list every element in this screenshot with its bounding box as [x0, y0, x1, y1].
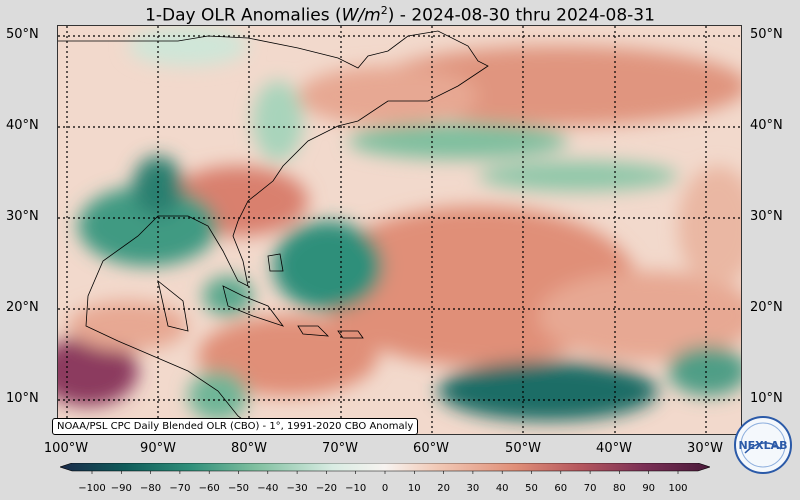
colorbar-tick-label: −70 [169, 483, 191, 494]
lat-label-right-20n: 20°N [750, 300, 783, 315]
lat-label-left-20n: 20°N [6, 300, 39, 315]
lat-label-left-10n: 10°N [6, 391, 39, 406]
lon-label-100w: 100°W [43, 441, 89, 456]
colorbar-tick-label: −100 [78, 483, 106, 494]
colorbar-tick-label: −30 [286, 483, 308, 494]
graticule [58, 26, 741, 434]
lon-label-60w: 60°W [413, 441, 449, 456]
anomaly-field [58, 26, 741, 421]
lon-label-40w: 40°W [596, 441, 632, 456]
olr-anomaly-map [57, 25, 742, 435]
colorbar [60, 463, 710, 474]
lon-label-70w: 70°W [322, 441, 358, 456]
coastlines [58, 30, 489, 432]
map-canvas [58, 26, 741, 434]
lat-label-right-50n: 50°N [750, 27, 783, 42]
colorbar-tick-label: 20 [437, 483, 450, 494]
colorbar-tick-label: −20 [315, 483, 337, 494]
colorbar-tick-label: 80 [613, 483, 626, 494]
colorbar-tick-label: −60 [198, 483, 220, 494]
colorbar-gradient [60, 463, 710, 472]
colorbar-tick-label: 10 [407, 483, 421, 494]
colorbar-tick-label: 90 [642, 483, 656, 494]
lat-label-left-30n: 30°N [6, 209, 39, 224]
colorbar-ticks [91, 471, 679, 474]
data-source-credit: NOAA/PSL CPC Daily Blended OLR (CBO) - 1… [52, 418, 419, 435]
svg-text:NEXLAB: NEXLAB [738, 439, 787, 452]
colorbar-tick-label: 100 [668, 483, 688, 494]
colorbar-tick-label: 70 [583, 483, 597, 494]
colorbar-tick-label: 40 [495, 483, 509, 494]
colorbar-tick-label: −80 [140, 483, 162, 494]
lon-label-80w: 80°W [231, 441, 267, 456]
colorbar-tick-label: −90 [110, 483, 132, 494]
lon-label-90w: 90°W [140, 441, 176, 456]
colorbar-tick-label: 0 [381, 483, 389, 494]
lat-label-right-30n: 30°N [750, 209, 783, 224]
colorbar-tick-label: 30 [466, 483, 480, 494]
nexlab-logo-icon: NEXLAB [734, 416, 792, 474]
lat-label-left-40n: 40°N [6, 118, 39, 133]
lon-label-50w: 50°W [505, 441, 541, 456]
colorbar-tick-label: 60 [554, 483, 568, 494]
lat-label-left-50n: 50°N [6, 27, 39, 42]
lat-label-right-40n: 40°N [750, 118, 783, 133]
colorbar-tick-label: −50 [227, 483, 250, 494]
map-title: 1-Day OLR Anomalies (W/m2) - 2024-08-30 … [145, 4, 655, 26]
colorbar-tick-label: 50 [525, 483, 538, 494]
colorbar-tick-label: −10 [345, 483, 367, 494]
colorbar-tick-label: −40 [257, 483, 279, 494]
lon-label-30w: 30°W [687, 441, 723, 456]
lat-label-right-10n: 10°N [750, 391, 783, 406]
